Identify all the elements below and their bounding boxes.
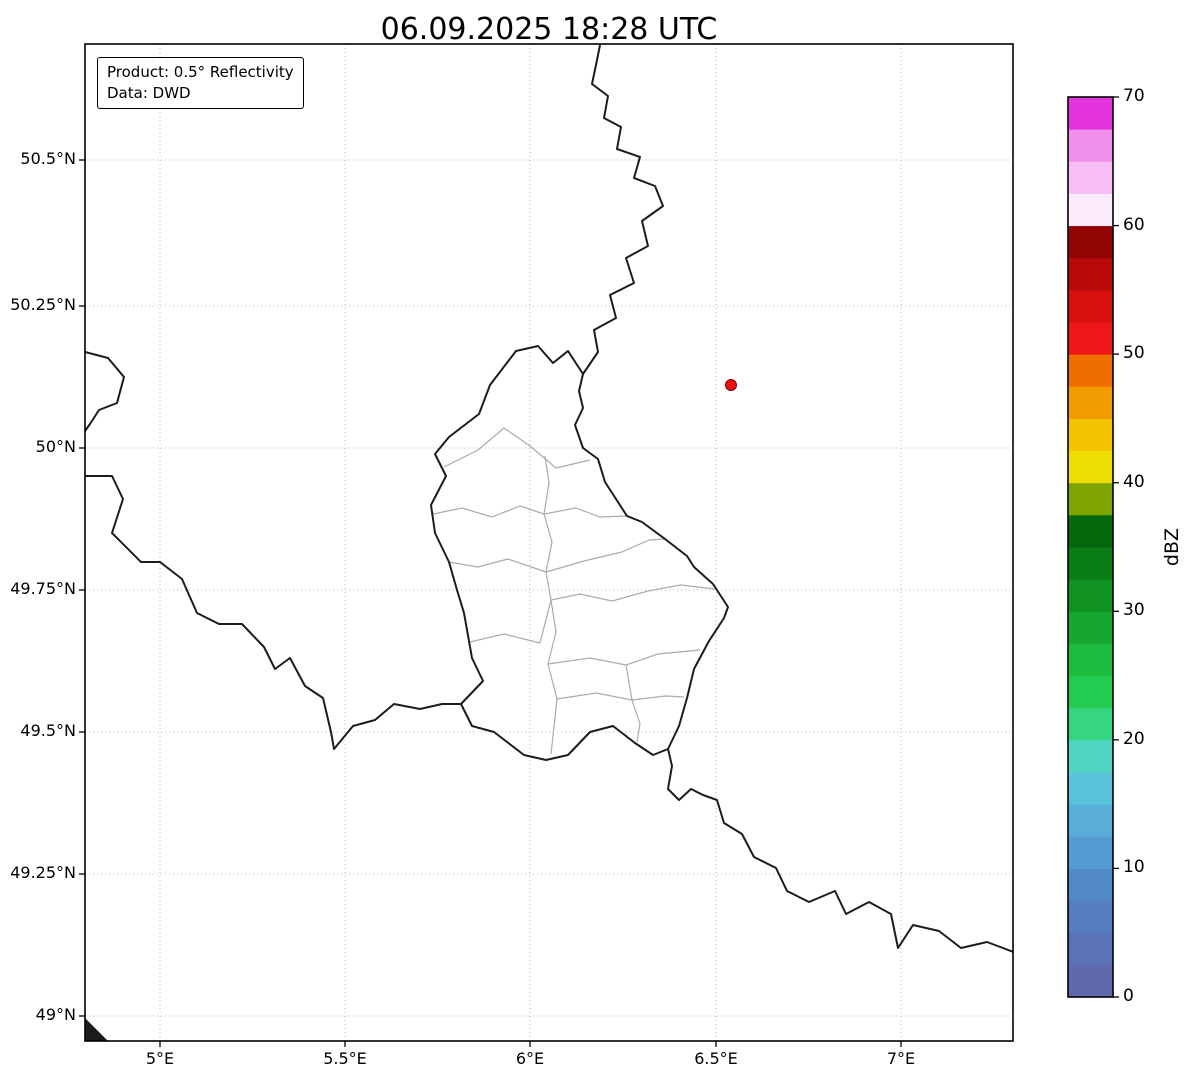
givet-border-segment bbox=[85, 351, 125, 432]
x-tick-label: 5.5°E bbox=[323, 1049, 367, 1068]
timestamp-title: 06.09.2025 18:28 UTC bbox=[380, 12, 718, 47]
colorbar-segment bbox=[1068, 225, 1113, 259]
x-tick-label: 7°E bbox=[886, 1049, 916, 1068]
colorbar-segment bbox=[1068, 450, 1113, 484]
belgium-germany-border bbox=[582, 44, 664, 375]
colorbar-segment bbox=[1068, 129, 1113, 162]
colorbar-segment bbox=[1068, 739, 1113, 773]
colorbar-segment bbox=[1068, 322, 1113, 355]
y-tick-label: 49.25°N bbox=[10, 863, 76, 882]
map-frame bbox=[84, 43, 1014, 1042]
luxembourg-border bbox=[430, 345, 729, 761]
colorbar-segments bbox=[1068, 97, 1113, 998]
colorbar-segment bbox=[1068, 611, 1113, 644]
radar-site-marker bbox=[725, 379, 737, 391]
map-layers bbox=[85, 44, 1013, 1041]
colorbar-tick-label: 40 bbox=[1123, 471, 1145, 492]
luxembourg-canton-borders bbox=[432, 427, 716, 755]
colorbar-segment bbox=[1068, 289, 1113, 323]
y-tick-label: 49.5°N bbox=[20, 721, 76, 740]
france-germany-border bbox=[667, 748, 1013, 953]
colorbar-segment bbox=[1068, 804, 1113, 837]
colorbar-segment bbox=[1068, 97, 1113, 130]
colorbar-segment bbox=[1068, 707, 1113, 741]
colorbar-segment bbox=[1068, 482, 1113, 516]
colorbar-segment bbox=[1068, 932, 1113, 966]
colorbar-segment bbox=[1068, 579, 1113, 612]
data-source-label: Data: DWD bbox=[107, 84, 191, 102]
colorbar-segment bbox=[1068, 868, 1113, 902]
colorbar-segment bbox=[1068, 836, 1113, 869]
product-label: Product: 0.5° Reflectivity bbox=[107, 63, 294, 81]
france-belgium-border bbox=[85, 475, 462, 750]
y-tick-label: 50.25°N bbox=[10, 295, 76, 314]
colorbar-segment bbox=[1068, 643, 1113, 677]
product-info-box: Product: 0.5° Reflectivity Data: DWD bbox=[97, 57, 304, 109]
colorbar-segment bbox=[1068, 193, 1113, 227]
y-tick-label: 50.5°N bbox=[20, 149, 76, 168]
colorbar-segment bbox=[1068, 900, 1113, 934]
x-tick-label: 6°E bbox=[515, 1049, 545, 1068]
colorbar-segment bbox=[1068, 257, 1113, 291]
colorbar-unit-label: dBZ bbox=[1161, 527, 1183, 567]
colorbar-segment bbox=[1068, 418, 1113, 452]
colorbar-tick-label: 0 bbox=[1123, 986, 1134, 1006]
colorbar-tick-marks bbox=[1113, 96, 1119, 998]
colorbar-tick-label: 60 bbox=[1123, 214, 1145, 235]
colorbar-segment bbox=[1068, 772, 1113, 805]
border-corner-segment bbox=[85, 1018, 108, 1041]
grid-lines bbox=[85, 44, 1013, 1041]
y-tick-label: 50°N bbox=[35, 437, 76, 456]
colorbar-segment bbox=[1068, 514, 1113, 548]
x-tick-label: 5°E bbox=[145, 1049, 175, 1068]
colorbar-segment bbox=[1068, 964, 1113, 998]
colorbar-segment bbox=[1068, 675, 1113, 709]
colorbar-tick-label: 50 bbox=[1123, 343, 1145, 364]
colorbar-tick-label: 10 bbox=[1123, 857, 1145, 878]
colorbar-segment bbox=[1068, 386, 1113, 419]
y-tick-label: 49.75°N bbox=[10, 579, 76, 598]
colorbar-segment bbox=[1068, 354, 1113, 387]
colorbar-tick-label: 30 bbox=[1123, 600, 1145, 621]
y-tick-label: 49°N bbox=[35, 1005, 76, 1024]
colorbar-outline bbox=[1067, 96, 1114, 998]
colorbar-tick-label: 70 bbox=[1123, 86, 1145, 106]
colorbar-segment bbox=[1068, 161, 1113, 194]
x-tick-label: 6.5°E bbox=[694, 1049, 738, 1068]
colorbar-tick-label: 20 bbox=[1123, 728, 1145, 749]
axis-tick-marks bbox=[79, 159, 902, 1047]
colorbar-segment bbox=[1068, 547, 1113, 580]
